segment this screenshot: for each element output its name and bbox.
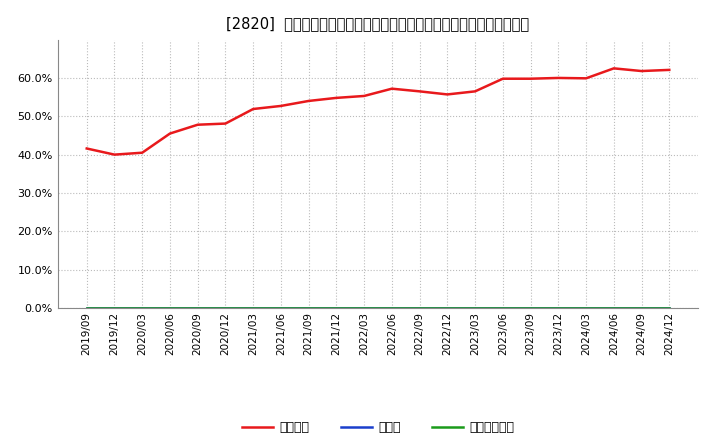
のれん [443, 305, 451, 311]
のれん [138, 305, 147, 311]
のれん [332, 305, 341, 311]
繰延税金資産 [637, 305, 646, 311]
自己資本 [387, 86, 396, 92]
のれん [305, 305, 313, 311]
のれん [249, 305, 258, 311]
繰延税金資産 [138, 305, 147, 311]
自己資本 [332, 95, 341, 100]
Title: [2820]  自己資本、のれん、繰延税金資産の総資産に対する比率の推移: [2820] 自己資本、のれん、繰延税金資産の総資産に対する比率の推移 [226, 16, 530, 32]
繰延税金資産 [276, 305, 285, 311]
自己資本 [443, 92, 451, 97]
繰延税金資産 [332, 305, 341, 311]
自己資本 [637, 68, 646, 73]
自己資本 [194, 122, 202, 127]
繰延税金資産 [305, 305, 313, 311]
のれん [276, 305, 285, 311]
自己資本 [138, 150, 147, 155]
のれん [166, 305, 174, 311]
自己資本 [249, 106, 258, 112]
繰延税金資産 [387, 305, 396, 311]
のれん [82, 305, 91, 311]
繰延税金資産 [249, 305, 258, 311]
自己資本 [609, 66, 618, 71]
自己資本 [471, 89, 480, 94]
のれん [609, 305, 618, 311]
繰延税金資産 [221, 305, 230, 311]
のれん [387, 305, 396, 311]
のれん [221, 305, 230, 311]
自己資本 [554, 75, 562, 81]
Line: 自己資本: 自己資本 [86, 68, 670, 154]
自己資本 [110, 152, 119, 157]
自己資本 [360, 93, 369, 99]
のれん [554, 305, 562, 311]
自己資本 [582, 76, 590, 81]
繰延税金資産 [166, 305, 174, 311]
自己資本 [498, 76, 507, 81]
のれん [637, 305, 646, 311]
繰延税金資産 [443, 305, 451, 311]
のれん [526, 305, 535, 311]
繰延税金資産 [665, 305, 674, 311]
繰延税金資産 [415, 305, 424, 311]
繰延税金資産 [82, 305, 91, 311]
のれん [194, 305, 202, 311]
自己資本 [221, 121, 230, 126]
繰延税金資産 [554, 305, 562, 311]
自己資本 [665, 67, 674, 73]
のれん [360, 305, 369, 311]
自己資本 [166, 131, 174, 136]
自己資本 [82, 146, 91, 151]
繰延税金資産 [609, 305, 618, 311]
繰延税金資産 [582, 305, 590, 311]
のれん [498, 305, 507, 311]
自己資本 [276, 103, 285, 109]
のれん [582, 305, 590, 311]
Legend: 自己資本, のれん, 繰延税金資産: 自己資本, のれん, 繰延税金資産 [237, 416, 519, 439]
繰延税金資産 [498, 305, 507, 311]
繰延税金資産 [526, 305, 535, 311]
自己資本 [415, 89, 424, 94]
繰延税金資産 [360, 305, 369, 311]
自己資本 [305, 98, 313, 103]
繰延税金資産 [110, 305, 119, 311]
繰延税金資産 [194, 305, 202, 311]
のれん [471, 305, 480, 311]
のれん [665, 305, 674, 311]
自己資本 [526, 76, 535, 81]
のれん [415, 305, 424, 311]
繰延税金資産 [471, 305, 480, 311]
のれん [110, 305, 119, 311]
